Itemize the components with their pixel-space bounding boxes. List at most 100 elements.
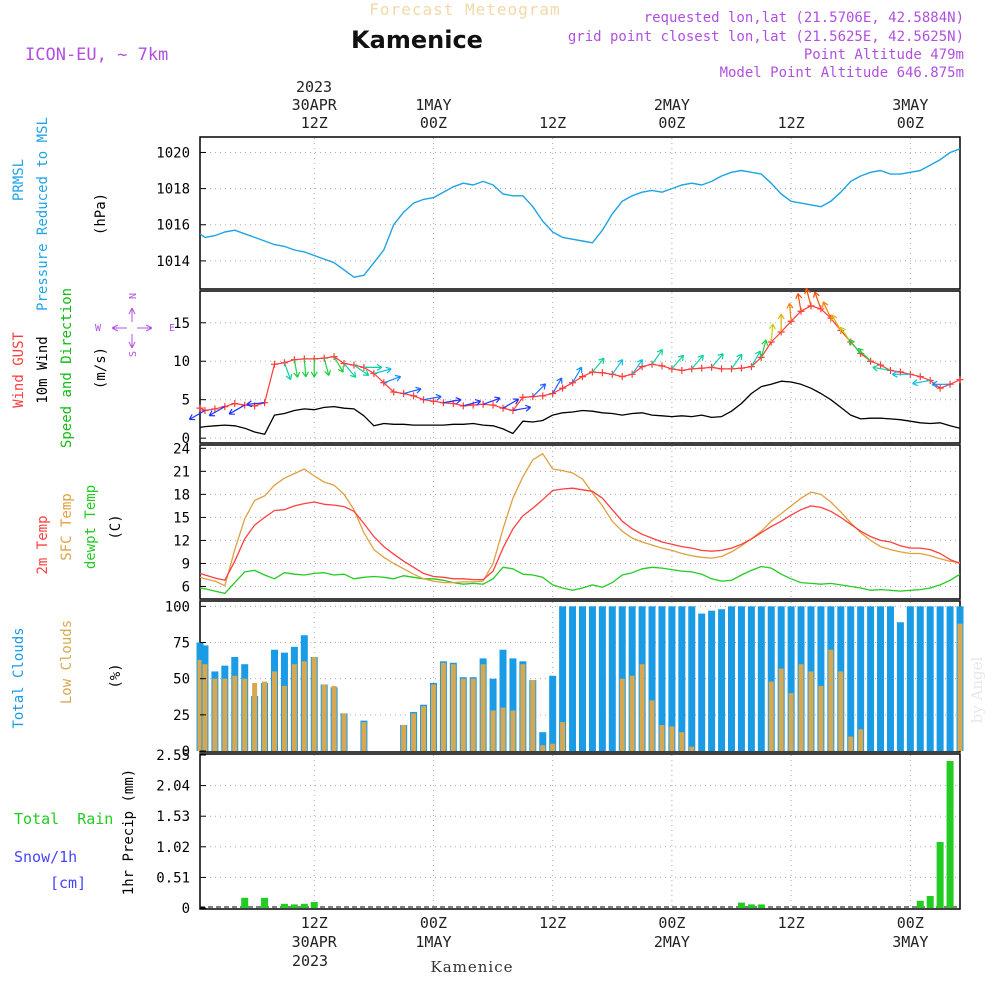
wind-direction-arrow xyxy=(872,364,891,372)
pressure-line xyxy=(199,148,961,278)
wind-direction-arrow xyxy=(777,313,785,332)
pressure-ytick-label: 1018 xyxy=(156,182,190,198)
top-axis-date: 3MAY xyxy=(892,96,928,114)
low-cloud-bar xyxy=(838,671,844,751)
wind-direction-arrow xyxy=(512,404,532,412)
low-cloud-bar xyxy=(798,664,804,751)
low-cloud-bar xyxy=(500,707,506,751)
wind-direction-arrow xyxy=(343,363,357,378)
wind-direction-arrow xyxy=(208,406,226,417)
top-axis-time: 12Z xyxy=(539,114,566,132)
precip-label-snow-unit: [cm] xyxy=(50,874,86,892)
wind-gust-marker xyxy=(390,388,398,396)
pressure-ytick-label: 1016 xyxy=(156,218,190,234)
low-cloud-bar xyxy=(808,671,814,751)
low-cloud-bar xyxy=(311,656,317,751)
wind-gust-marker xyxy=(916,373,924,381)
precip-label-snow: Snow/1h xyxy=(14,848,77,866)
total-cloud-bar xyxy=(787,606,795,751)
wind-direction-arrow xyxy=(443,396,462,404)
point-altitude: Point Altitude 479m xyxy=(804,47,964,63)
precip-ytick-label: 1.53 xyxy=(156,809,190,825)
total-cloud-bar xyxy=(936,606,944,751)
total-cloud-bar xyxy=(847,606,855,751)
wind-gust-marker xyxy=(330,353,338,361)
total-cloud-bar xyxy=(737,606,745,751)
total-cloud-bar xyxy=(757,606,765,751)
wind-ytick-label: 15 xyxy=(173,316,190,332)
low-cloud-bar xyxy=(411,713,417,751)
total-cloud-bar xyxy=(906,606,914,751)
wind-direction-arrow xyxy=(310,358,318,378)
low-cloud-bar xyxy=(848,736,854,751)
top-axis-date: 30APR xyxy=(292,96,338,114)
low-cloud-bar xyxy=(321,684,327,751)
wind-direction-arrow xyxy=(283,362,293,381)
wind-gust-marker xyxy=(877,361,885,369)
temp-label-dewpt: dewpt Temp xyxy=(83,485,99,569)
wind-direction-arrow xyxy=(786,302,794,322)
wind-direction-arrow xyxy=(502,398,520,409)
wind-gust-marker xyxy=(728,365,736,373)
precip-ylabel: 1hr Precip (mm) xyxy=(121,769,137,895)
wind-direction-arrow xyxy=(333,356,344,373)
wind-direction-arrow xyxy=(795,293,803,312)
rain-bar xyxy=(936,842,944,908)
precip-ytick-label: 2.04 xyxy=(156,779,190,795)
total-cloud-bar xyxy=(767,606,775,751)
low-cloud-bar xyxy=(828,649,834,751)
wind-direction-arrow xyxy=(822,301,832,319)
total-cloud-bar xyxy=(926,606,934,751)
rain-bar xyxy=(757,904,765,908)
wind-direction-arrow xyxy=(760,339,769,358)
location-title: Kamenice xyxy=(351,26,483,54)
wind-direction-arrow xyxy=(552,377,563,394)
wind-gust-marker xyxy=(718,365,726,373)
low-cloud-bar xyxy=(222,678,228,751)
rain-bar xyxy=(300,903,308,908)
precip-ytick-label: 1.02 xyxy=(156,840,190,856)
wind-direction-arrow xyxy=(301,358,309,378)
temp-ytick-label: 6 xyxy=(182,579,190,595)
wind-gust-marker xyxy=(588,368,596,376)
temp-unit: (C) xyxy=(108,514,124,539)
cloud-label-low: Low Clouds xyxy=(59,620,75,704)
wind-gust-marker xyxy=(271,360,279,368)
rain-bar xyxy=(916,900,924,908)
wind-gust-marker xyxy=(489,401,497,409)
total-cloud-bar xyxy=(549,675,557,751)
top-axis-date: 2MAY xyxy=(654,96,690,114)
watermark: by Angel xyxy=(968,656,986,723)
low-cloud-bar xyxy=(629,675,635,751)
wind-direction-arrow xyxy=(246,400,265,408)
wind-direction-arrow xyxy=(482,396,501,405)
low-cloud-bar xyxy=(619,678,625,751)
low-cloud-bar xyxy=(440,662,446,751)
wind-label-gust: Wind GUST xyxy=(11,332,27,408)
wind-direction-arrow xyxy=(768,323,776,343)
low-cloud-bar xyxy=(560,722,566,751)
wind-gust-marker xyxy=(340,360,348,368)
top-axis-time: 12Z xyxy=(778,114,805,132)
low-cloud-bar xyxy=(361,722,367,751)
low-cloud-bar xyxy=(291,664,297,751)
wind-gust-marker xyxy=(410,392,418,400)
low-cloud-bar xyxy=(858,729,864,751)
wind-direction-arrow xyxy=(353,364,370,376)
wind-ytick-label: 10 xyxy=(173,354,190,370)
total-cloud-bar xyxy=(728,606,736,751)
low-cloud-bar xyxy=(242,678,248,751)
total-cloud-bar xyxy=(886,606,894,751)
temp-ytick-label: 9 xyxy=(182,556,190,572)
top-axis-time: 00Z xyxy=(897,114,924,132)
precip-label-rain: Total Rain xyxy=(14,810,113,828)
total-cloud-bar xyxy=(648,606,656,751)
precip-ytick-label: 0 xyxy=(182,901,190,917)
rain-bar xyxy=(241,897,249,908)
wind-gust-marker xyxy=(678,366,686,374)
low-cloud-bar xyxy=(281,685,287,751)
wind-gust-marker xyxy=(658,362,666,370)
total-cloud-bar xyxy=(698,613,706,751)
